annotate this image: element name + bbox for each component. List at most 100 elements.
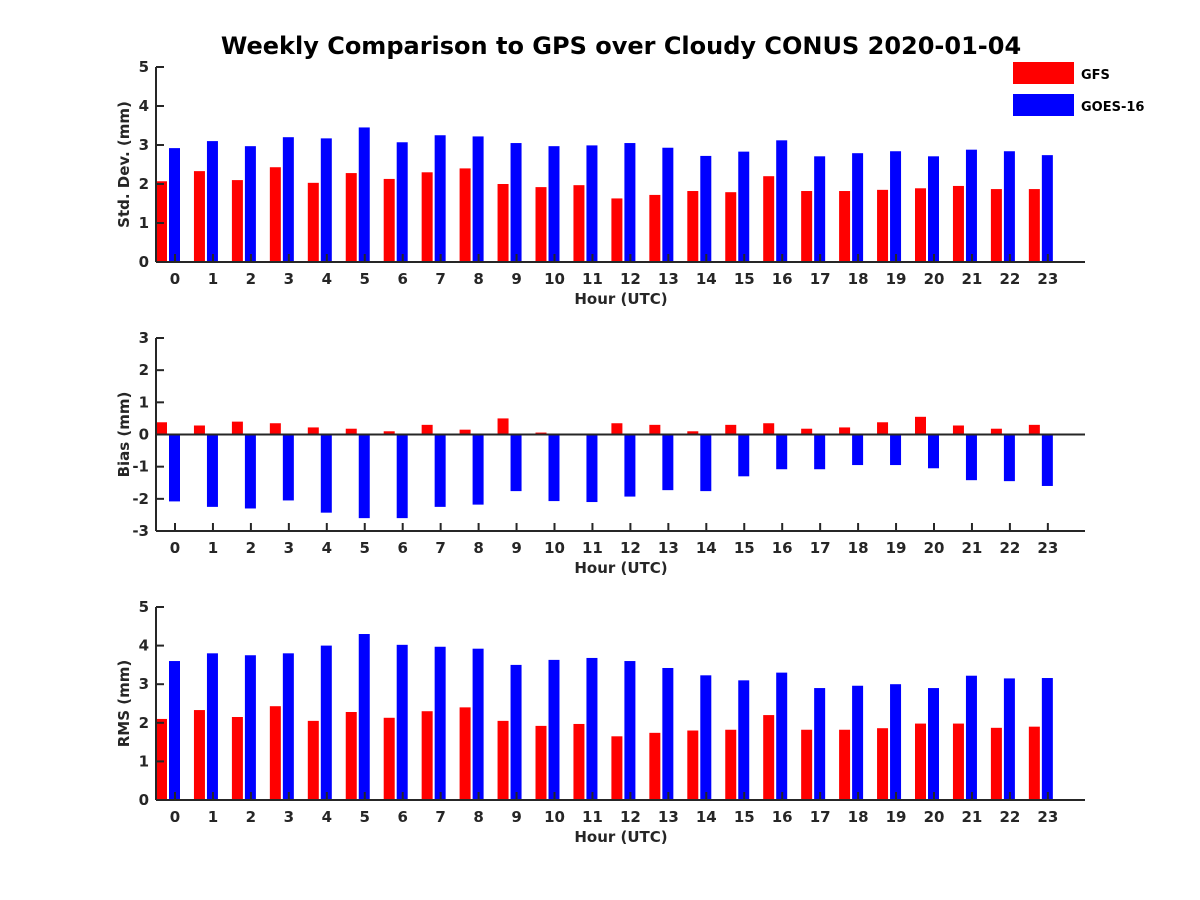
rms-x-tick-label: 5 (360, 808, 370, 826)
rms-bar-gfs-12 (611, 736, 623, 800)
rms-bar-goes-16-3 (282, 653, 294, 800)
legend: GFS GOES-16 (1013, 62, 1144, 116)
std-dev-bar-gfs-22 (990, 189, 1002, 262)
bias-bar-goes-16-11 (586, 434, 598, 503)
std-dev-bar-gfs-1 (193, 171, 205, 262)
rms-bar-gfs-17 (801, 729, 813, 800)
rms-bar-gfs-20 (915, 723, 926, 800)
std-dev-bar-gfs-11 (573, 185, 585, 262)
bias-bar-goes-16-4 (320, 434, 332, 513)
bias-x-tick-label: 23 (1037, 539, 1058, 557)
bias-bar-gfs-2 (231, 421, 243, 435)
std-dev-bar-gfs-12 (611, 198, 623, 262)
std-dev-bar-gfs-14 (687, 191, 699, 262)
std-dev-bar-gfs-18 (839, 191, 851, 262)
rms-bar-gfs-9 (497, 720, 509, 800)
rms-bar-gfs-2 (231, 717, 243, 800)
rms-bar-gfs-5 (345, 711, 357, 800)
bias-bar-goes-16-21 (965, 434, 977, 481)
rms-x-tick-label: 21 (962, 808, 983, 826)
rms-bar-gfs-14 (687, 730, 699, 800)
rms-bar-gfs-23 (1028, 726, 1040, 800)
std-dev-bar-gfs-5 (345, 173, 357, 262)
rms-y-tick-label: 3 (139, 675, 149, 693)
rms-x-tick-label: 18 (848, 808, 869, 826)
bias-bar-gfs-21 (952, 425, 964, 435)
bias-bar-goes-16-1 (206, 434, 218, 507)
bias-y-tick-label: 2 (139, 361, 149, 379)
rms-x-tick-label: 4 (322, 808, 332, 826)
bias-bar-gfs-9 (497, 418, 509, 435)
bias-x-tick-label: 18 (848, 539, 869, 557)
std-dev-x-tick-label: 7 (435, 270, 445, 288)
std-dev-bar-gfs-15 (725, 192, 737, 262)
std-dev-x-tick-label: 1 (208, 270, 218, 288)
rms-x-tick-label: 19 (886, 808, 907, 826)
rms-bar-gfs-3 (269, 706, 281, 800)
bias-x-tick-label: 4 (322, 539, 332, 557)
rms-y-tick-label: 2 (139, 714, 149, 732)
rms-bar-gfs-18 (839, 729, 851, 800)
std-dev-bar-goes-16-1 (206, 141, 218, 262)
bias-y-tick-label: 1 (139, 393, 149, 411)
bias-bar-goes-16-16 (776, 434, 788, 470)
rms-bar-gfs-10 (535, 725, 547, 800)
bias-bar-goes-16-20 (928, 434, 939, 469)
std-dev-bar-goes-16-14 (700, 155, 712, 262)
bias-x-tick-label: 0 (170, 539, 180, 557)
bias-x-tick-label: 20 (924, 539, 945, 557)
rms-x-tick-label: 15 (734, 808, 755, 826)
bias-x-tick-label: 1 (208, 539, 218, 557)
rms-bar-goes-16-12 (624, 661, 636, 800)
bias-bar-gfs-19 (877, 422, 889, 435)
bias-x-tick-label: 7 (435, 539, 445, 557)
bias-x-tick-label: 5 (360, 539, 370, 557)
rms-x-tick-label: 8 (473, 808, 483, 826)
bias-x-tick-label: 8 (473, 539, 483, 557)
std-dev-x-tick-label: 4 (322, 270, 332, 288)
std-dev-y-tick-label: 5 (139, 58, 149, 76)
bias-x-tick-label: 9 (511, 539, 521, 557)
std-dev-y-tick-label: 1 (139, 214, 149, 232)
std-dev-bar-goes-16-22 (1003, 151, 1015, 262)
bias-bar-gfs-17 (801, 428, 813, 435)
rms-bar-gfs-15 (725, 729, 737, 800)
std-dev-bar-gfs-16 (763, 176, 775, 262)
std-dev-bar-goes-16-4 (320, 138, 332, 262)
bias-bar-goes-16-18 (852, 434, 864, 466)
bias-x-tick-label: 22 (999, 539, 1020, 557)
bias-bar-goes-16-5 (358, 434, 370, 519)
rms-bar-gfs-16 (763, 715, 775, 800)
bias-bar-gfs-3 (269, 423, 281, 435)
bias-y-tick-label: -3 (132, 522, 149, 540)
bias-bar-goes-16-6 (396, 434, 408, 519)
rms-x-tick-label: 0 (170, 808, 180, 826)
std-dev-x-tick-label: 8 (473, 270, 483, 288)
std-dev-bar-gfs-3 (269, 167, 281, 262)
rms-bar-goes-16-2 (244, 655, 256, 800)
bias-x-axis-label: Hour (UTC) (574, 559, 667, 577)
bias-bar-gfs-5 (345, 428, 357, 435)
rms-bar-goes-16-11 (586, 657, 598, 800)
std-dev-x-tick-label: 11 (582, 270, 603, 288)
rms-bar-goes-16-18 (852, 685, 864, 800)
std-dev-bar-goes-16-16 (776, 140, 788, 262)
bias-bar-goes-16-0 (169, 434, 180, 502)
rms-bar-gfs-4 (307, 720, 319, 800)
rms-y-tick-label: 0 (139, 791, 149, 809)
std-dev-bar-goes-16-12 (624, 143, 636, 262)
bias-bar-gfs-18 (839, 427, 851, 435)
bias-bar-goes-16-12 (624, 434, 636, 497)
bias-bar-gfs-14 (687, 431, 699, 435)
bias-bar-gfs-8 (459, 429, 471, 435)
bias-bar-gfs-1 (193, 425, 205, 435)
rms-x-tick-label: 7 (435, 808, 445, 826)
std-dev-y-tick-label: 4 (139, 97, 149, 115)
bias-bar-gfs-0 (156, 422, 167, 435)
bias-bar-gfs-13 (649, 424, 661, 435)
legend-label-gfs: GFS (1081, 68, 1110, 83)
std-dev-bar-goes-16-13 (662, 147, 674, 262)
bias-y-tick-label: -1 (132, 458, 149, 476)
bias-bar-gfs-7 (421, 424, 433, 435)
